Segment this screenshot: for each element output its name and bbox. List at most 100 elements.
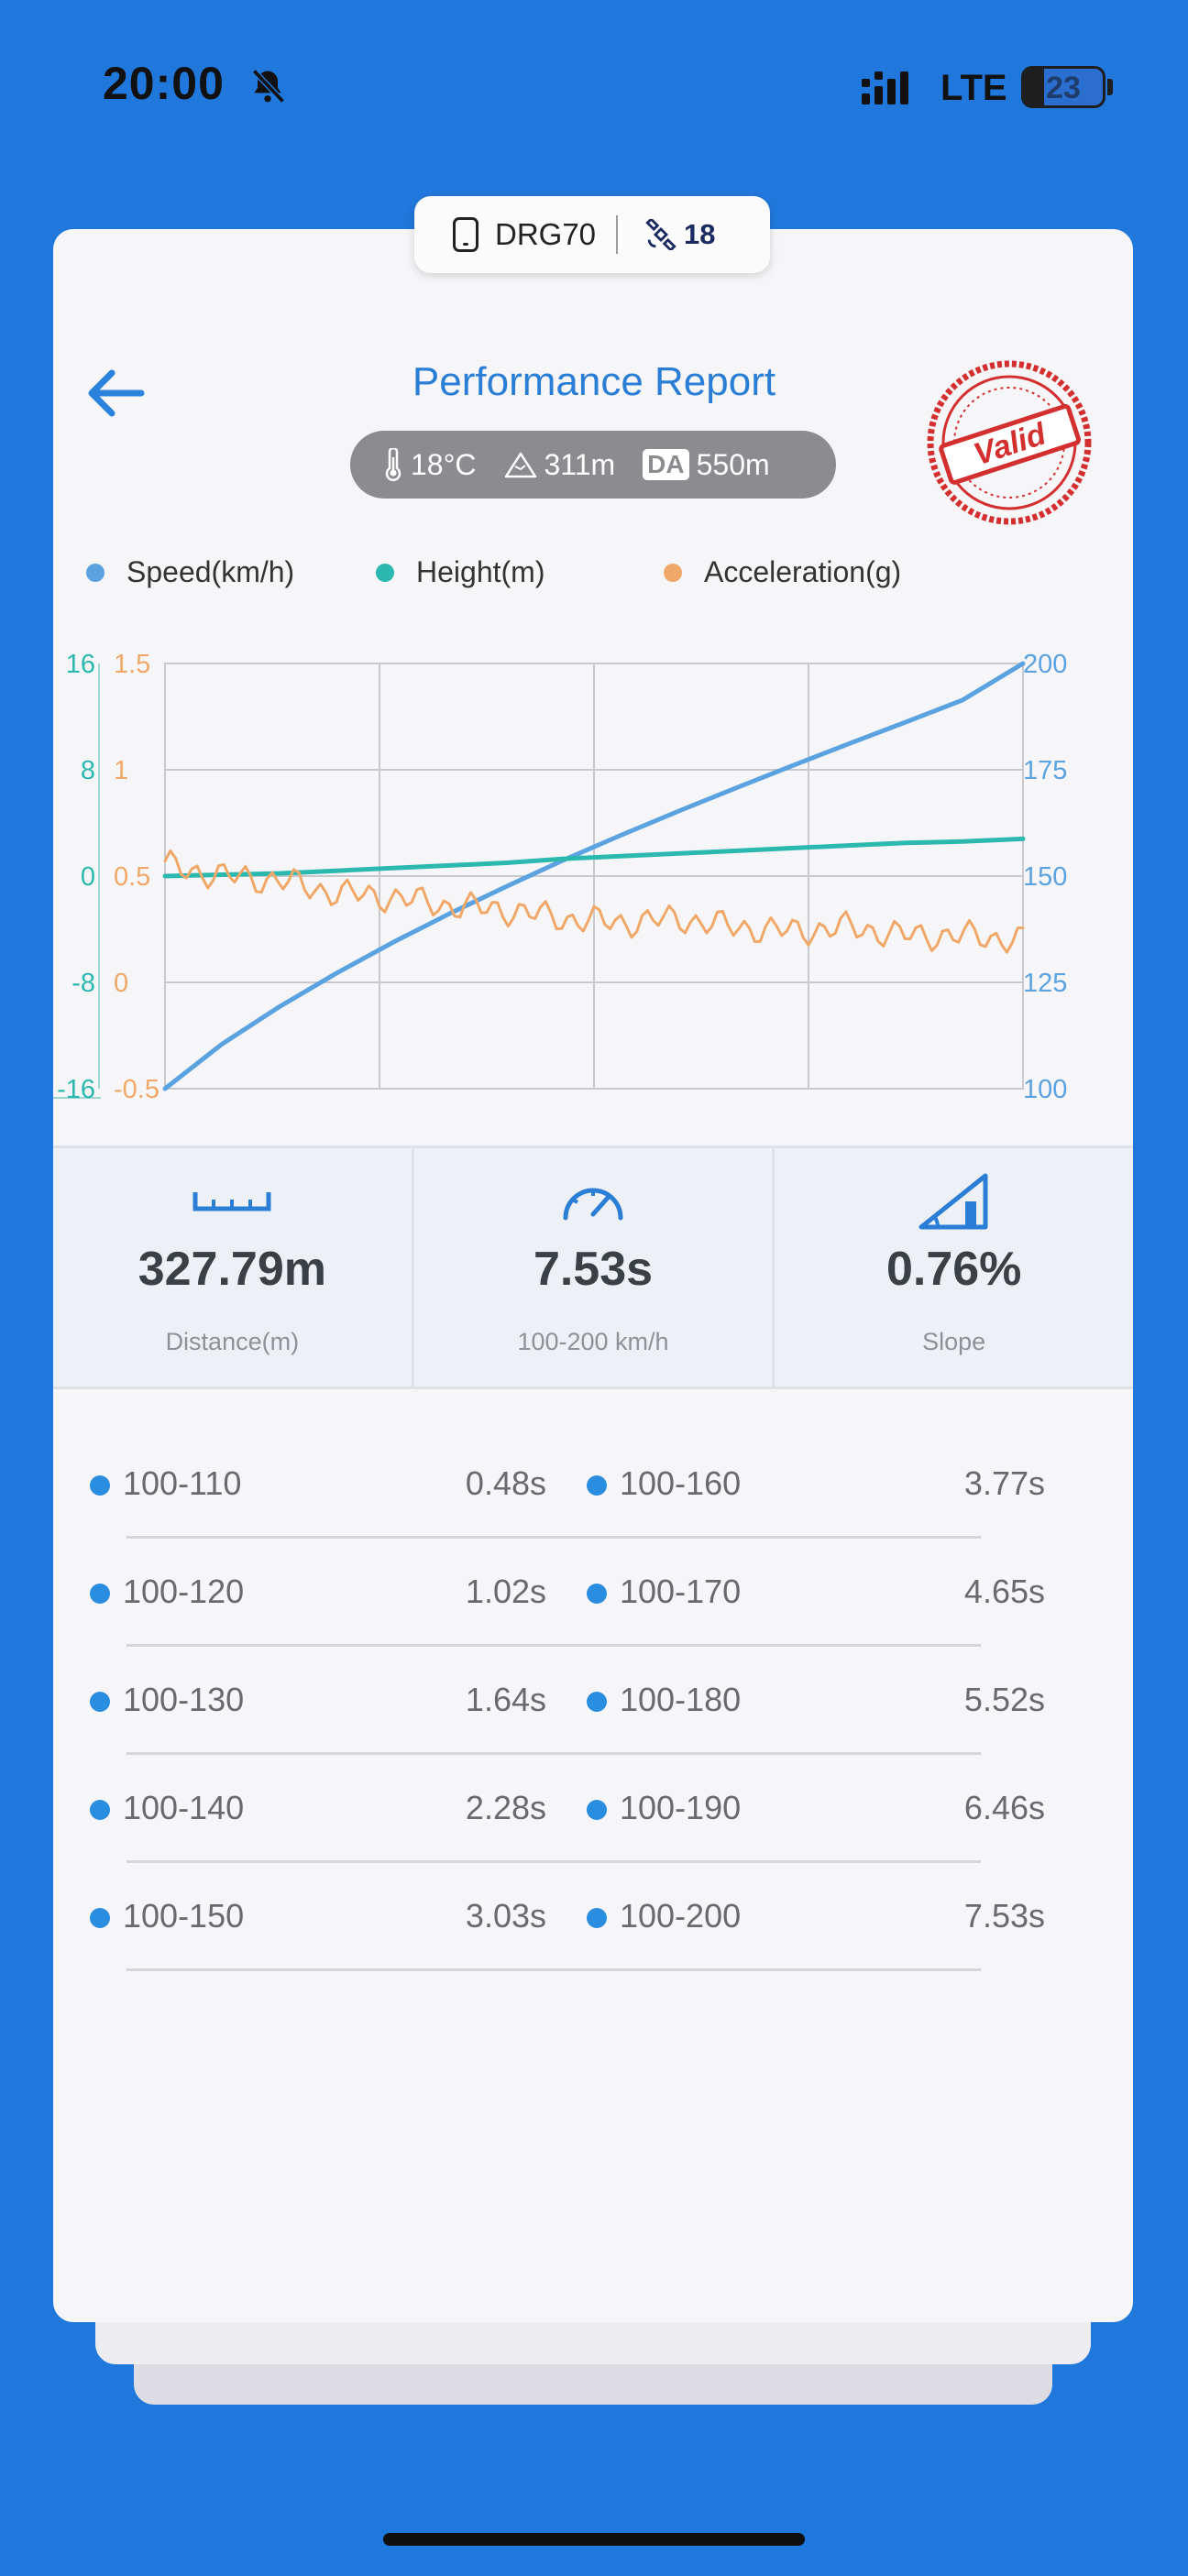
bell-muted-icon xyxy=(252,69,285,104)
split-time: 3.77s xyxy=(963,1464,1045,1502)
legend-speed-label: Speed(km/h) xyxy=(126,555,295,588)
slope-label: Slope xyxy=(922,1328,986,1355)
split-bullet xyxy=(587,1475,607,1496)
speed-axis-tick: 200 xyxy=(1023,650,1067,679)
satellite-count: 18 xyxy=(684,218,716,250)
split-time: 0.48s xyxy=(465,1464,546,1502)
speed-series-line xyxy=(162,661,1026,1091)
stat-distance: 327.79m Distance(m) xyxy=(53,1148,412,1387)
split-bullet xyxy=(587,1908,607,1928)
slope-icon xyxy=(918,1173,988,1230)
device-icon xyxy=(453,217,478,252)
split-range: 100-190 xyxy=(620,1789,742,1826)
split-range: 100-120 xyxy=(123,1573,245,1610)
conditions-pill: 18°C 311m DA 550m xyxy=(350,431,836,499)
split-item: 100-160 3.77s xyxy=(587,1455,1063,1563)
device-tab[interactable]: DRG70 18 xyxy=(414,196,770,273)
row-divider xyxy=(126,1644,981,1647)
temperature-value: 18°C xyxy=(411,447,477,481)
mountain-icon xyxy=(504,452,536,478)
slope-value: 0.76% xyxy=(886,1243,1022,1296)
chart-legend: Speed(km/h) Height(m) Acceleration(g) xyxy=(0,555,1188,592)
legend-speed-swatch xyxy=(86,563,104,582)
split-time: 2.28s xyxy=(465,1789,546,1826)
split-item: 100-110 0.48s xyxy=(90,1455,566,1563)
legend-height-label: Height(m) xyxy=(416,555,545,588)
split-item: 100-180 5.52s xyxy=(587,1672,1063,1780)
back-arrow-icon[interactable] xyxy=(81,359,148,427)
split-range: 100-130 xyxy=(123,1681,245,1718)
split-range: 100-110 xyxy=(123,1464,242,1502)
height-axis-tick: -16 xyxy=(57,1075,95,1104)
height-axis-tick: 8 xyxy=(81,756,95,785)
split-range: 100-180 xyxy=(620,1681,742,1718)
satellite-icon xyxy=(645,219,676,250)
legend-acceleration: Acceleration(g) xyxy=(664,555,901,589)
split-time: 3.03s xyxy=(465,1897,546,1935)
speed-axis-tick: 150 xyxy=(1023,862,1067,892)
acceleration-series-line xyxy=(163,849,1025,954)
divider xyxy=(616,215,619,254)
row-divider xyxy=(126,1860,981,1863)
split-item: 100-190 6.46s xyxy=(587,1780,1063,1888)
split-time: 6.46s xyxy=(963,1789,1045,1826)
height-series-line xyxy=(162,836,1026,879)
device-name: DRG70 xyxy=(495,217,597,251)
split-item: 100-200 7.53s xyxy=(587,1888,1063,1996)
split-item: 100-170 4.65s xyxy=(587,1563,1063,1672)
distance-value: 327.79m xyxy=(138,1243,326,1296)
page-title: Performance Report xyxy=(412,359,776,404)
accel-axis-tick: 1.5 xyxy=(114,650,150,679)
legend-acceleration-label: Acceleration(g) xyxy=(704,555,902,588)
time-value: 7.53s xyxy=(533,1243,654,1296)
accel-axis-tick: 0.5 xyxy=(114,862,150,892)
split-bullet xyxy=(90,1692,110,1712)
thermometer-icon xyxy=(385,448,402,481)
network-type: LTE xyxy=(940,68,1007,108)
legend-acceleration-swatch xyxy=(664,563,682,582)
split-time: 7.53s xyxy=(963,1897,1045,1935)
split-range: 100-170 xyxy=(620,1573,742,1610)
split-bullet xyxy=(587,1584,607,1604)
time-label: 100-200 km/h xyxy=(517,1328,669,1355)
split-item: 100-120 1.02s xyxy=(90,1563,566,1672)
row-divider xyxy=(126,1536,981,1539)
split-bullet xyxy=(90,1584,110,1604)
altitude-value: 311m xyxy=(544,447,616,481)
split-item: 100-140 2.28s xyxy=(90,1780,566,1888)
stats-panel: 327.79m Distance(m) 7.53s 100-200 km/h 0… xyxy=(53,1145,1133,1389)
split-bullet xyxy=(587,1800,607,1820)
speed-axis-tick: 100 xyxy=(1023,1075,1067,1104)
speed-axis-tick: 125 xyxy=(1023,969,1067,998)
height-axis-tick: 16 xyxy=(66,650,95,679)
split-range: 100-140 xyxy=(123,1789,245,1826)
battery-icon: 23 xyxy=(1021,66,1106,108)
legend-height-swatch xyxy=(376,563,394,582)
split-time: 5.52s xyxy=(963,1681,1045,1718)
split-bullet xyxy=(90,1800,110,1820)
legend-height: Height(m) xyxy=(376,555,544,589)
row-divider xyxy=(126,1752,981,1755)
split-item: 100-130 1.64s xyxy=(90,1672,566,1780)
split-range: 100-200 xyxy=(620,1897,742,1935)
split-bullet xyxy=(90,1475,110,1496)
split-range: 100-150 xyxy=(123,1897,245,1935)
density-altitude-badge: DA xyxy=(643,449,689,480)
split-time: 4.65s xyxy=(963,1573,1045,1610)
battery-nub xyxy=(1107,79,1113,95)
accel-axis-tick: 1 xyxy=(114,756,128,785)
split-bullet xyxy=(587,1692,607,1712)
distance-label: Distance(m) xyxy=(165,1328,300,1355)
status-time: 20:00 xyxy=(103,58,225,109)
split-item: 100-150 3.03s xyxy=(90,1888,566,1996)
speed-axis-tick: 175 xyxy=(1023,756,1067,785)
stat-time: 7.53s 100-200 km/h xyxy=(411,1148,773,1387)
accel-axis-tick: 0 xyxy=(114,969,128,998)
accel-axis-tick: -0.5 xyxy=(114,1075,160,1104)
valid-stamp: Valid xyxy=(927,360,1092,525)
density-altitude-value: 550m xyxy=(696,447,770,481)
performance-chart: 16 8 0 -8 -16 1.5 1 0.5 0 -0.5 200 175 150 125 100 xyxy=(53,650,1067,1104)
ruler-icon xyxy=(192,1192,271,1211)
home-indicator[interactable] xyxy=(383,2533,805,2546)
signal-icon xyxy=(862,71,908,104)
